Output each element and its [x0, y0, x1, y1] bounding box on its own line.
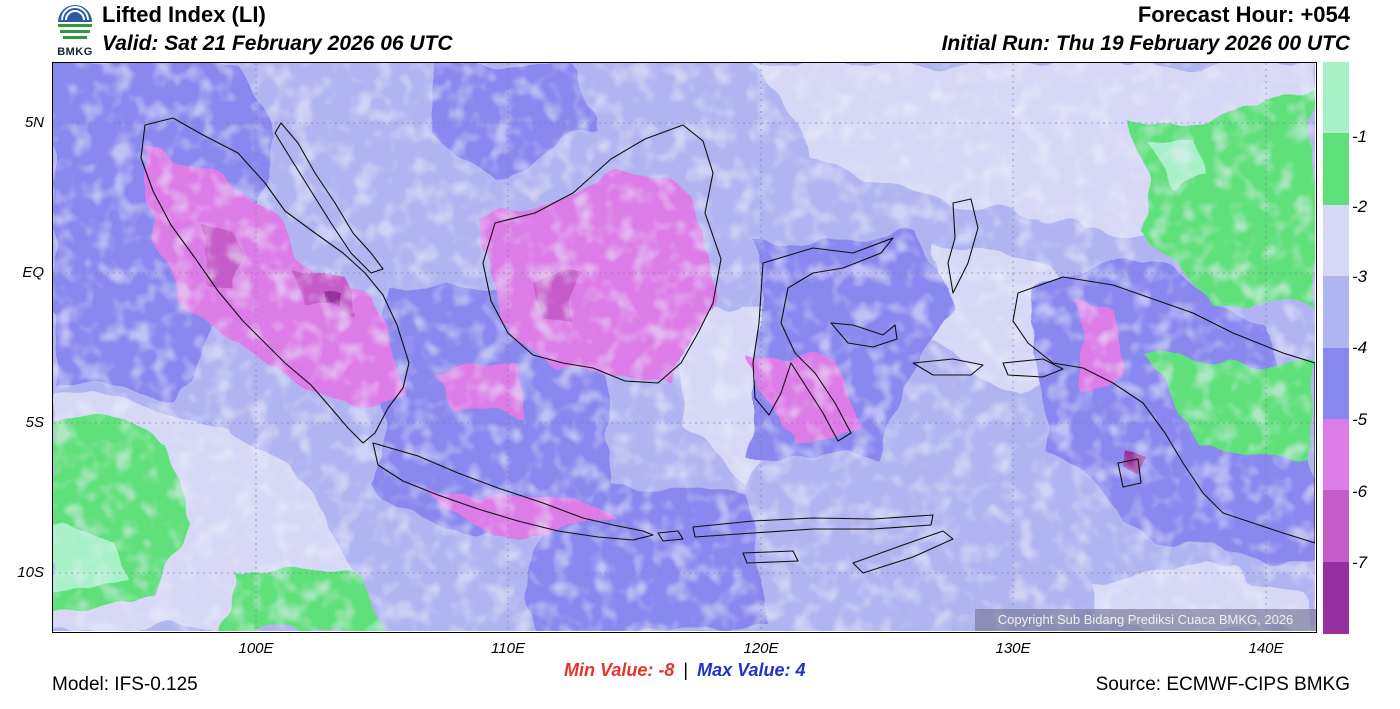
lat-label-10s: 10S: [17, 564, 44, 581]
lon-label-100e: 100E: [238, 640, 274, 657]
colorbar-segment: [1323, 62, 1349, 134]
colorbar-label-6: -6: [1352, 482, 1368, 501]
forecast-hour: Forecast Hour: +054: [1137, 2, 1350, 27]
colorbar-segment: [1323, 418, 1349, 491]
colorbar-segment: [1323, 490, 1349, 563]
lon-label-110e: 110E: [491, 640, 525, 657]
lat-label-eq: EQ: [22, 264, 44, 281]
colorbar-segment: [1323, 561, 1349, 634]
source-label: Source: ECMWF-CIPS BMKG: [1095, 674, 1350, 695]
lon-label-140e: 140E: [1248, 640, 1284, 657]
lon-label-120e: 120E: [743, 640, 779, 657]
map-title: Lifted Index (LI): [102, 2, 266, 27]
valid-time: Valid: Sat 21 February 2026 06 UTC: [102, 32, 453, 55]
lon-label-130e: 130E: [995, 640, 1031, 657]
max-label: Max Value:: [697, 660, 791, 680]
min-value: -8: [658, 660, 675, 680]
logo-text: BMKG: [57, 46, 93, 58]
graticule: [53, 63, 1315, 631]
initial-run: Initial Run: Thu 19 February 2026 00 UTC: [941, 32, 1350, 55]
model-label: Model: IFS-0.125: [52, 674, 198, 695]
colorbar-label-3: -3: [1352, 267, 1368, 286]
lat-label-5s: 5S: [25, 414, 44, 431]
lat-label-5n: 5N: [24, 114, 44, 131]
colorbar-segment: [1323, 204, 1349, 277]
colorbar-label-5: -5: [1352, 410, 1368, 429]
map-canvas: [53, 63, 1316, 631]
colorbar: [1323, 62, 1349, 634]
colorbar-label-2: -2: [1352, 197, 1368, 216]
min-label: Min Value:: [564, 660, 654, 680]
colorbar-label-1: -1: [1352, 127, 1368, 146]
colorbar-segment: [1323, 133, 1349, 206]
lifted-index-map: [52, 62, 1317, 633]
colorbar-label-7: -7: [1352, 553, 1368, 572]
min-max-separator: |: [683, 660, 689, 680]
max-value: 4: [795, 660, 806, 680]
colorbar-label-4: -4: [1352, 338, 1368, 357]
copyright-overlay: Copyright Sub Bidang Prediksi Cuaca BMKG…: [975, 609, 1316, 631]
min-max-values: Min Value: -8 | Max Value: 4: [564, 660, 806, 681]
colorbar-segment: [1323, 347, 1349, 420]
bmkg-logo: BMKG: [50, 0, 100, 60]
colorbar-segment: [1323, 276, 1349, 348]
coastlines: [140, 117, 1316, 574]
